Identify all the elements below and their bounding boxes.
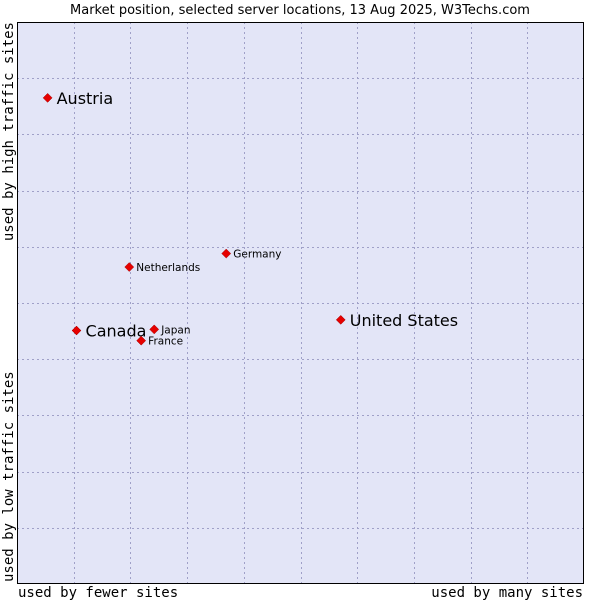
x-axis-label-left: used by fewer sites <box>18 585 178 600</box>
grid <box>17 22 584 584</box>
plot-area <box>17 22 584 584</box>
points: Austria Netherlands Germany United States Ca… <box>42 89 458 348</box>
point-label: Netherlands <box>136 262 200 274</box>
point-label: United States <box>350 311 458 330</box>
point-united-states: United States <box>335 311 458 330</box>
point-label: Germany <box>233 249 281 261</box>
y-axis-label-bottom: used by low traffic sites <box>1 371 17 582</box>
x-axis-label-right: used by many sites <box>431 585 583 600</box>
point-marker <box>149 324 160 335</box>
point-marker <box>42 93 53 103</box>
point-netherlands: Netherlands <box>124 262 200 274</box>
chart-title: Market position, selected server locatio… <box>70 3 530 18</box>
point-germany: Germany <box>221 248 281 261</box>
point-marker <box>335 315 346 325</box>
point-france: France <box>136 335 183 348</box>
point-label: Austria <box>57 89 114 108</box>
point-canada: Canada <box>71 322 147 341</box>
point-marker <box>71 325 82 336</box>
point-label: Canada <box>86 322 147 341</box>
point-austria: Austria <box>42 89 114 108</box>
point-label: France <box>148 336 183 348</box>
point-marker <box>221 248 232 259</box>
point-japan: Japan <box>149 324 191 336</box>
point-label: Japan <box>160 324 190 336</box>
point-marker <box>136 335 147 346</box>
plot-border <box>17 22 584 584</box>
y-axis-label-top: used by high traffic sites <box>1 22 17 241</box>
point-marker <box>124 262 135 272</box>
